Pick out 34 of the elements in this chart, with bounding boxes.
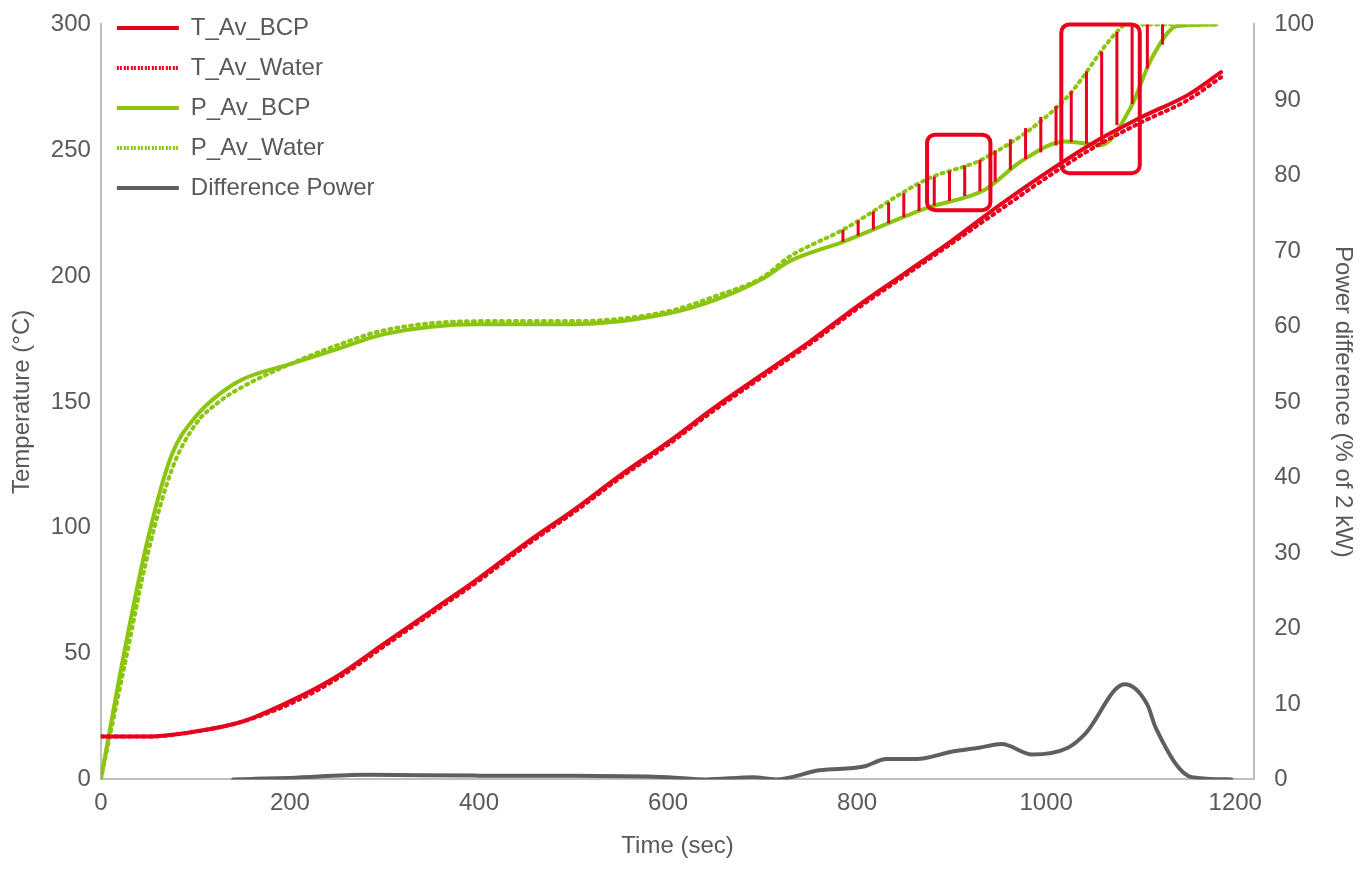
y2-tick-label: 100 [1274, 9, 1315, 37]
y-tick-label: 300 [50, 9, 91, 37]
y2-tick-label: 50 [1274, 386, 1301, 414]
x-tick-label: 600 [648, 788, 689, 816]
legend-label: P_Av_BCP [190, 92, 311, 120]
y2-tick-label: 60 [1274, 311, 1301, 339]
x-tick-label: 800 [837, 788, 878, 816]
legend-label: T_Av_Water [190, 52, 323, 80]
x-axis-title: Time (sec) [621, 831, 734, 859]
y2-tick-label: 90 [1274, 84, 1301, 112]
y-tick-label: 200 [50, 260, 91, 288]
y2-tick-label: 30 [1274, 537, 1301, 565]
y-tick-label: 250 [50, 134, 91, 162]
x-tick-label: 400 [458, 788, 499, 816]
y2-axis-title: Power difference (% of 2 kW) [1330, 246, 1358, 558]
y2-tick-label: 40 [1274, 462, 1301, 490]
x-tick-label: 200 [269, 788, 310, 816]
y2-tick-label: 10 [1274, 688, 1301, 716]
y2-tick-label: 20 [1274, 613, 1301, 641]
legend-label: Difference Power [190, 172, 375, 200]
y-tick-label: 50 [64, 638, 91, 666]
y-tick-label: 150 [50, 386, 91, 414]
x-tick-label: 0 [94, 788, 108, 816]
y2-tick-label: 80 [1274, 160, 1301, 188]
legend-label: P_Av_Water [190, 132, 325, 160]
x-tick-label: 1000 [1019, 788, 1073, 816]
y2-tick-label: 70 [1274, 235, 1301, 263]
x-tick-label: 1200 [1208, 788, 1262, 816]
y-axis-title: Temperature (°C) [7, 309, 35, 495]
y2-tick-label: 0 [1274, 764, 1288, 792]
line-series [231, 682, 1234, 780]
y-tick-label: 100 [50, 512, 91, 540]
y-tick-label: 0 [77, 764, 91, 792]
legend-label: T_Av_BCP [190, 12, 310, 40]
